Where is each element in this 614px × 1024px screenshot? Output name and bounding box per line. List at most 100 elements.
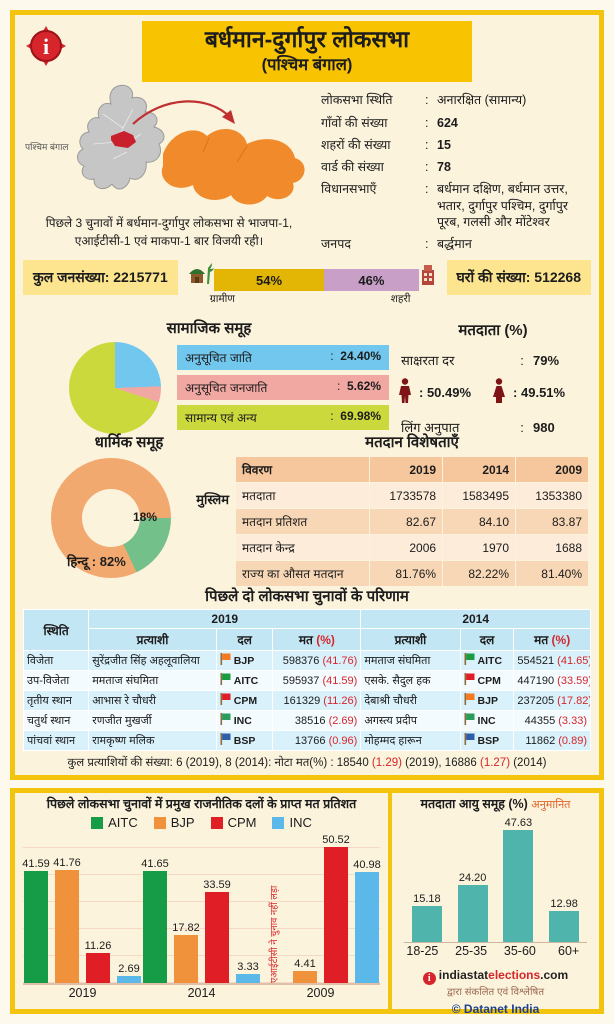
bar-value-label: 4.41 xyxy=(294,958,316,970)
bar-slot: 41.59 xyxy=(22,833,50,983)
bar-slot: 24.20 xyxy=(453,815,493,943)
table-row: पांचवां स्थान रामकृष्ण मलिक BSP 13766 (0.96… xyxy=(22,730,591,752)
column-header-votes: मत (%) xyxy=(513,628,591,652)
candidate-2019: रामकृष्ण मलिक xyxy=(88,730,217,752)
religious-groups-donut-chart: मुस्लिम 18% हिन्दू : 82% xyxy=(51,458,229,579)
legend-item: INC xyxy=(272,815,312,830)
bar xyxy=(174,935,198,983)
bar-group: 24.20 xyxy=(450,815,496,943)
bar-value-label: 15.18 xyxy=(413,893,441,906)
result-position: पांचवां स्थान xyxy=(22,730,90,752)
bar xyxy=(143,871,167,983)
party-name: CPM xyxy=(477,674,501,687)
voting-characteristics-title: मतदान विशेषताएँ xyxy=(365,434,459,452)
bar-slot: 50.52 xyxy=(322,833,350,983)
age-group-plot: 15.18 24.20 47.63 12.98 xyxy=(404,815,587,944)
votes-pct: (0.89) xyxy=(558,734,587,747)
results-footer-note: कुल प्रत्याशियों की संख्या: 6 (2019), 8 … xyxy=(67,757,547,770)
bar-slot: 15.18 xyxy=(407,815,447,943)
age-group-chart: मतदाता आयु समूह (%) अनुमानित 15.18 24.20 4… xyxy=(392,793,599,1016)
party-symbol-icon xyxy=(464,673,475,688)
age-chart-title-suffix: अनुमानित xyxy=(531,799,571,811)
households-value: 512268 xyxy=(534,269,581,286)
table-row: तृतीय स्थान आभास रे चौधरी CPM 161329 (11.26… xyxy=(22,690,591,712)
bar xyxy=(503,830,534,943)
column-header: 2009 xyxy=(515,456,589,484)
no-contest-note: एआईटीसी ने चुनाव नहीं लड़ा xyxy=(268,885,280,983)
votes-pct: (41.65) xyxy=(557,654,591,667)
bar-value-label: 40.98 xyxy=(353,859,381,871)
votes-value: 595937 xyxy=(282,674,323,687)
party-symbol-icon xyxy=(220,713,231,728)
bar-slot: 17.82 xyxy=(172,833,200,983)
info-colon: : xyxy=(425,160,429,175)
column-header: 2019 xyxy=(369,456,444,484)
x-axis-label: 2019 xyxy=(68,986,97,1000)
bar-slot: 11.26 xyxy=(85,833,111,983)
info-row: वार्ड की संख्या:78 xyxy=(321,159,591,175)
female-pct: : 49.51% xyxy=(513,385,566,401)
party-cell: CPM xyxy=(220,693,270,708)
voting-table-body: मतदाता 1733578 1583495 1353380 मतदान प्रतिशत… xyxy=(234,482,589,588)
votes-value: 38516 xyxy=(294,714,329,727)
bar xyxy=(205,892,229,983)
table-cell: 84.10 xyxy=(442,508,517,536)
bar xyxy=(457,885,488,943)
info-row: जनपद: बर्द्धमान xyxy=(321,236,591,252)
column-header: 2014 xyxy=(442,456,517,484)
bar-group: 15.18 xyxy=(404,815,450,943)
legend-text: INC xyxy=(289,815,312,830)
votes-2014: 554521 (41.65) xyxy=(513,650,591,672)
table-cell: 1583495 xyxy=(442,482,517,510)
hut-icon xyxy=(188,262,214,291)
party-cell: BJP xyxy=(464,693,511,708)
party-cell: BJP xyxy=(220,653,270,668)
hindu-label: हिन्दू : 82% xyxy=(67,554,126,570)
bar-value-label: 17.82 xyxy=(172,922,200,934)
rural-segment: 54% xyxy=(213,269,325,292)
bar-value-label: 12.98 xyxy=(550,898,578,911)
info-colon: : xyxy=(425,182,429,197)
votes-value: 44355 xyxy=(524,714,559,727)
candidate-2014: मोहम्मद हारून xyxy=(360,730,461,752)
info-label: विधानसभाएँ xyxy=(321,182,377,197)
info-label: शहरों की संख्या xyxy=(321,137,391,152)
votes-pct: (17.82) xyxy=(557,694,591,707)
x-axis-label: 35-60 xyxy=(503,944,536,959)
year-header-2014: 2014 xyxy=(360,609,591,630)
candidate-2019: रणजीत मुखर्जी xyxy=(88,710,217,732)
bar xyxy=(236,974,260,983)
party-name: INC xyxy=(233,714,252,727)
candidate-2014: ममताज संघमिता xyxy=(360,650,461,672)
charts-panel: पिछले लोकसभा चुनावों में प्रमुख राजनीतिक… xyxy=(10,788,604,1016)
party-cell: CPM xyxy=(464,673,511,688)
muslim-pct-label: 18% xyxy=(132,510,157,525)
results-section: पिछले दो लोकसभा चुनावों के परिणाम स्थिति… xyxy=(22,586,591,770)
party-name: AITC xyxy=(233,674,259,687)
page-subtitle: (पश्चिम बंगाल) xyxy=(261,56,353,75)
candidate-2019: आभास रे चौधरी xyxy=(88,690,217,712)
legend-item: AITC xyxy=(91,815,138,830)
results-title: पिछले दो लोकसभा चुनावों के परिणाम xyxy=(205,588,409,606)
votes-pct: (41.76) xyxy=(322,654,358,667)
party-cell: BSP xyxy=(220,733,270,748)
bar-value-label: 50.52 xyxy=(322,834,350,846)
sex-ratio-label: लिंग अनुपात xyxy=(401,420,460,436)
legend-row: अनुसूचित जनजाति: 5.62% xyxy=(177,375,389,401)
votes-2014: 447190 (33.59) xyxy=(513,670,591,692)
table-cell: मतदान केन्द्र xyxy=(234,534,371,562)
x-axis-label: 18-25 xyxy=(406,944,439,959)
brand-copyright: © Datanet India xyxy=(451,1002,540,1017)
total-population-label: कुल जनसंख्या: xyxy=(33,269,110,286)
party-symbol-icon xyxy=(220,673,231,688)
bar-value-label: 33.59 xyxy=(203,879,231,891)
party-2014: INC xyxy=(459,710,515,732)
highlighted-district-shape xyxy=(111,131,136,149)
table-row: विजेता सुरेंद्रजीत सिंह अहलूवालिया BJP 5983… xyxy=(22,650,591,672)
legend-value: 5.62% xyxy=(346,379,381,394)
bar-slot: 12.98 xyxy=(544,815,584,943)
party-2014: BSP xyxy=(459,730,515,752)
bar-slot: एआईटीसी ने चुनाव नहीं लड़ा xyxy=(261,833,287,983)
age-chart-title: मतदाता आयु समूह (%) xyxy=(420,797,528,811)
